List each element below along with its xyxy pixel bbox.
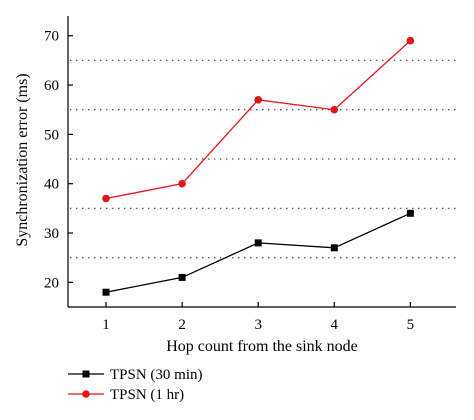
y-tick-label: 40: [44, 177, 59, 193]
legend: TPSN (30 min) TPSN (1 hr): [68, 367, 203, 403]
x-tick-label: 2: [178, 317, 186, 333]
x-axis-label: Hop count from the sink node: [166, 338, 358, 355]
x-tick-label: 4: [331, 317, 339, 333]
x-tick-label: 3: [254, 317, 262, 333]
x-tick-label: 5: [407, 317, 415, 333]
data-point: [102, 288, 110, 296]
data-point: [254, 96, 262, 104]
axes: [67, 16, 456, 308]
legend-label: TPSN (30 min): [110, 367, 203, 383]
grid-lines: [70, 59, 456, 259]
ticks: 1 2 3 4 5 20 30 40 50 60 70: [44, 29, 414, 333]
series-line: [105, 212, 411, 293]
data-point: [178, 273, 186, 281]
legend-label: TPSN (1 hr): [110, 387, 184, 403]
y-tick-label: 50: [44, 127, 59, 143]
series-group: [102, 36, 415, 296]
x-tick-label: 1: [102, 317, 110, 333]
data-point: [406, 36, 415, 45]
y-tick-label: 20: [44, 275, 59, 291]
y-tick-label: 70: [44, 29, 59, 45]
series-line: [105, 40, 411, 200]
y-axis-label: Synchronization error (ms): [14, 73, 31, 246]
legend-marker: [82, 370, 90, 378]
y-tick-label: 60: [44, 78, 59, 94]
y-tick-label: 30: [44, 226, 59, 242]
legend-marker: [82, 390, 90, 398]
data-point: [406, 209, 414, 217]
data-point: [330, 105, 339, 114]
data-point: [254, 239, 262, 247]
data-point: [330, 244, 338, 252]
data-point: [102, 194, 110, 203]
data-point: [178, 179, 186, 188]
